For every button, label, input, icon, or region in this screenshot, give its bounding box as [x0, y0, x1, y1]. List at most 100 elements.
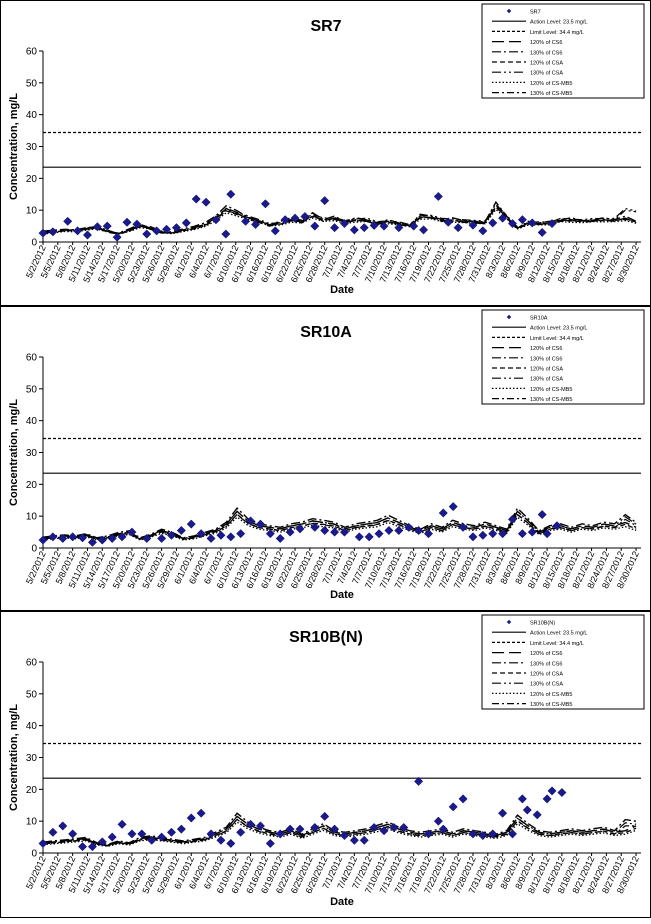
legend-box	[481, 3, 645, 99]
y-tick-label: 60	[26, 658, 38, 669]
data-point	[488, 218, 498, 228]
y-tick-label: 20	[26, 174, 38, 185]
chart-svg: SR10B(N) Concentration, mg/L 0 10 20 30 40 50 60…	[8, 614, 645, 908]
data-point	[330, 527, 340, 537]
data-point	[68, 829, 78, 839]
legend-label: 120% of CS-MB5	[530, 692, 573, 698]
data-point	[73, 226, 83, 236]
data-point	[265, 529, 275, 539]
data-point	[537, 227, 547, 238]
data-point	[176, 824, 186, 834]
data-point	[77, 842, 88, 852]
x-axis-label: Date	[330, 284, 354, 296]
data-point	[310, 522, 320, 532]
series-line	[42, 818, 637, 847]
chart-title: SR10A	[300, 324, 352, 341]
data-point	[58, 533, 68, 544]
data-point	[171, 223, 181, 233]
data-point	[142, 533, 152, 544]
data-point	[157, 832, 167, 842]
data-point	[369, 220, 379, 231]
series-line	[42, 812, 637, 846]
data-point	[374, 529, 384, 539]
data-point	[196, 529, 206, 539]
data-point	[339, 830, 350, 841]
y-tick-label: 30	[26, 753, 38, 764]
y-tick-label: 20	[26, 480, 38, 491]
data-point	[216, 530, 226, 540]
data-point	[38, 535, 48, 545]
data-point	[443, 217, 453, 227]
y-tick-label: 30	[26, 142, 38, 153]
data-point	[320, 811, 330, 821]
data-point	[517, 529, 527, 539]
data-point	[216, 835, 226, 845]
data-point	[448, 802, 458, 812]
series-line	[42, 507, 637, 539]
data-point	[488, 529, 498, 539]
data-point	[97, 535, 107, 545]
legend-label: SR10B(N)	[530, 621, 555, 627]
data-point	[498, 529, 508, 539]
data-point	[191, 194, 201, 204]
data-point	[389, 822, 399, 833]
data-point	[522, 805, 532, 815]
series-line	[42, 200, 637, 234]
data-point	[206, 533, 216, 544]
legend-label: 130% of CS-MB5	[530, 397, 573, 403]
y-tick-label: 10	[26, 512, 38, 523]
data-point	[275, 533, 285, 544]
legend-label: 120% of CS6	[530, 40, 562, 46]
y-tick-label: 20	[26, 785, 38, 796]
legend-label: 130% of CS-MB5	[530, 91, 573, 97]
y-axis-label: Concentration, mg/L	[8, 93, 20, 200]
data-point	[517, 794, 527, 804]
data-point	[206, 829, 216, 839]
legend-label: SR10A	[530, 316, 548, 322]
data-point	[507, 514, 518, 524]
series-line	[42, 513, 637, 540]
data-point	[236, 827, 246, 837]
data-point	[458, 794, 468, 804]
data-point	[438, 508, 448, 518]
y-tick-label: 60	[26, 47, 38, 58]
legend-box	[481, 614, 645, 710]
legend-label: Action Level: 23.5 mg/L	[530, 326, 587, 332]
data-point	[122, 217, 132, 227]
series-line	[42, 203, 637, 235]
data-point	[38, 228, 48, 238]
legend-marker	[506, 314, 512, 320]
data-point	[246, 516, 256, 526]
data-point	[310, 221, 320, 231]
data-point	[399, 822, 409, 833]
series-line	[42, 516, 637, 541]
data-point	[552, 521, 562, 531]
data-point	[320, 196, 330, 206]
data-point	[295, 824, 305, 834]
data-point	[310, 822, 320, 833]
data-point	[250, 219, 261, 230]
data-point	[394, 525, 404, 536]
y-tick-label: 50	[26, 78, 38, 89]
data-point	[404, 522, 414, 532]
data-point	[498, 808, 508, 818]
legend-label: 130% of CS6	[530, 50, 562, 56]
data-point	[478, 226, 488, 236]
data-point	[127, 829, 137, 839]
data-point	[414, 525, 424, 536]
y-axis-label: Concentration, mg/L	[8, 704, 20, 811]
legend-label: 120% of CSA	[530, 61, 563, 67]
data-point	[527, 218, 537, 228]
data-point	[38, 838, 48, 849]
data-point	[438, 824, 448, 834]
data-point	[255, 821, 266, 831]
data-point	[300, 211, 310, 222]
legend-label: 130% of CS6	[530, 356, 562, 362]
data-point	[166, 827, 177, 837]
legend-marker	[506, 8, 512, 14]
data-point	[394, 223, 404, 233]
legend-label: 130% of CSA	[530, 71, 563, 77]
data-point	[295, 524, 305, 534]
data-point	[354, 532, 364, 542]
data-point	[409, 221, 419, 231]
